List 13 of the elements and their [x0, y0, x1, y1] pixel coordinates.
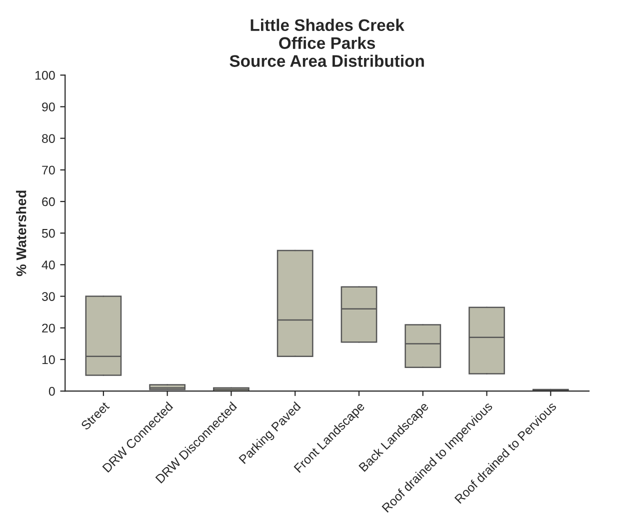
y-tick-label: 20	[42, 324, 55, 333]
y-tick-label: 80	[42, 134, 55, 143]
y-tick-label: 100	[35, 70, 55, 80]
y-tick-label: 40	[42, 260, 55, 270]
y-tick-label: 10	[42, 355, 55, 364]
y-tick-label: 60	[42, 197, 55, 206]
y-axis-title: % Watershed	[16, 190, 26, 276]
y-tick-label: 90	[42, 102, 55, 112]
y-tick-label: 70	[42, 166, 55, 175]
y-tick-label: 50	[42, 228, 55, 238]
y-tick-label: 30	[42, 292, 55, 301]
chart-title: Little Shades Creek Office Parks Source Area Distribution	[230, 18, 424, 67]
y-tick-label: 0	[48, 386, 55, 396]
